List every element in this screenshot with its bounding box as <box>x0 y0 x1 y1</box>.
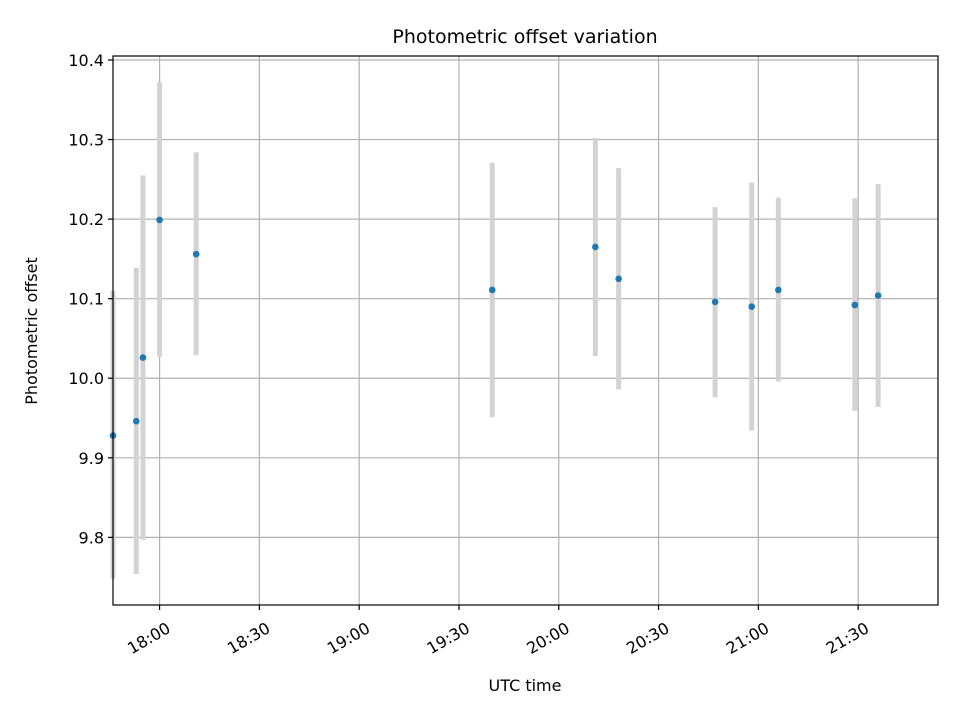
y-axis-label: Photometric offset <box>22 257 41 405</box>
data-point <box>775 286 782 294</box>
data-point <box>615 275 622 283</box>
data-points <box>109 216 882 439</box>
grid <box>113 56 938 605</box>
data-point <box>851 301 859 309</box>
chart-title: Photometric offset variation <box>392 26 657 48</box>
y-tick-label: 10.4 <box>68 51 104 70</box>
data-point <box>139 354 147 361</box>
data-point <box>592 243 599 251</box>
data-point <box>488 286 496 294</box>
y-tick-label: 10.0 <box>68 369 104 388</box>
data-point <box>132 417 140 425</box>
data-point <box>192 250 200 258</box>
plot-area-frame <box>112 55 939 606</box>
data-point <box>748 303 756 310</box>
data-point <box>711 298 719 306</box>
data-point <box>874 292 882 299</box>
data-point <box>156 216 163 224</box>
y-tick-label: 10.3 <box>68 131 104 150</box>
y-tick-label: 9.9 <box>79 449 104 468</box>
x-axis-label: UTC time <box>489 676 562 695</box>
y-tick-label: 10.1 <box>68 290 104 309</box>
y-tick-label: 10.2 <box>68 210 104 229</box>
y-axis-ticks: 9.8 9.9 10.0 10.1 10.2 10.3 10.4 <box>68 51 113 547</box>
y-tick-label: 9.8 <box>79 528 104 547</box>
